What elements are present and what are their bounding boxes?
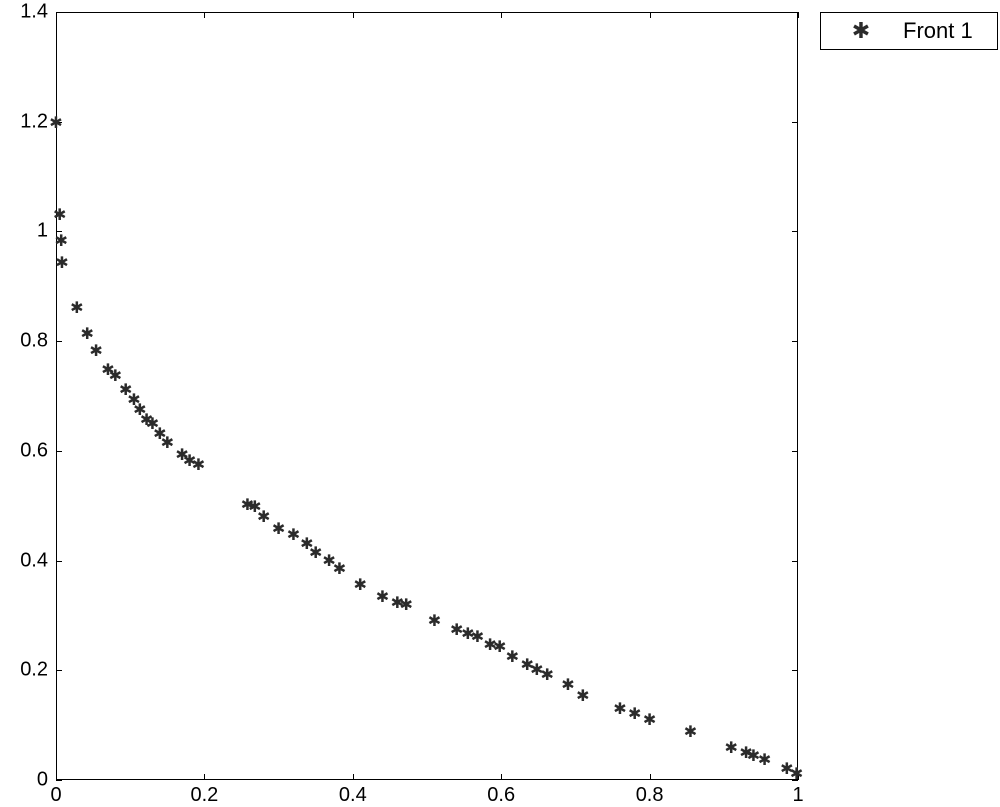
y-tick-mark-right [792,231,798,232]
data-point-marker: ✱ [561,678,574,694]
x-tick-mark-top [353,12,354,18]
y-tick-mark [56,670,62,671]
x-tick-label: 1 [792,784,803,807]
data-point-marker: ✱ [758,753,771,769]
legend-box: ✱ Front 1 [820,12,998,50]
axis-bottom [56,779,798,780]
data-point-marker: ✱ [257,510,270,526]
y-tick-mark-right [792,451,798,452]
y-tick-mark [56,451,62,452]
y-tick-mark [56,341,62,342]
x-tick-mark [501,774,502,780]
x-tick-label: 0.8 [636,784,664,807]
legend-marker-icon: ✱ [833,18,889,44]
x-tick-label: 0.4 [339,784,367,807]
data-point-marker: ✱ [49,116,62,132]
x-tick-mark-top [798,12,799,18]
x-tick-label: 0.2 [190,784,218,807]
data-point-marker: ✱ [506,650,519,666]
data-point-marker: ✱ [89,344,102,360]
x-tick-label: 0.6 [487,784,515,807]
data-point-marker: ✱ [471,630,484,646]
data-point-marker: ✱ [333,562,346,578]
x-tick-label: 0 [50,784,61,807]
data-point-marker: ✱ [287,528,300,544]
data-point-marker: ✱ [55,256,68,272]
axis-top [56,12,798,13]
chart-stage: ✱ Front 1 0 0.2 0.4 0.6 0.8 1 0 0.2 0.4 0.6 0.8 1 1.… [0,0,1000,806]
data-point-marker: ✱ [80,327,93,343]
y-tick-mark-right [792,670,798,671]
y-tick-mark [56,780,62,781]
y-tick-label: 0.8 [20,330,48,353]
y-tick-mark [56,12,62,13]
data-point-marker: ✱ [54,234,67,250]
y-tick-mark-right [792,12,798,13]
y-tick-label: 0 [37,769,48,792]
x-tick-mark-top [204,12,205,18]
data-point-marker: ✱ [376,590,389,606]
plot-area [56,12,798,780]
y-tick-mark [56,561,62,562]
data-point-marker: ✱ [643,713,656,729]
data-point-marker: ✱ [684,725,697,741]
data-point-marker: ✱ [628,707,641,723]
y-tick-label: 0.4 [20,549,48,572]
y-tick-mark-right [792,122,798,123]
data-point-marker: ✱ [613,702,626,718]
data-point-marker: ✱ [53,208,66,224]
data-point-marker: ✱ [400,598,413,614]
data-point-marker: ✱ [493,640,506,656]
data-point-marker: ✱ [354,578,367,594]
y-tick-mark-right [792,341,798,342]
x-tick-mark-top [650,12,651,18]
data-point-marker: ✱ [576,689,589,705]
x-tick-mark-top [501,12,502,18]
y-tick-label: 0.2 [20,659,48,682]
x-tick-mark [204,774,205,780]
y-tick-label: 0.6 [20,439,48,462]
data-point-marker: ✱ [192,458,205,474]
data-point-marker: ✱ [541,668,554,684]
data-point-marker: ✱ [272,522,285,538]
data-point-marker: ✱ [70,301,83,317]
data-point-marker: ✱ [309,546,322,562]
y-tick-mark [56,231,62,232]
y-tick-label: 1 [37,220,48,243]
data-point-marker: ✱ [428,614,441,630]
x-tick-mark [650,774,651,780]
data-point-marker: ✱ [790,767,803,783]
axis-right [797,12,798,780]
data-point-marker: ✱ [725,741,738,757]
y-tick-mark-right [792,561,798,562]
y-tick-label: 1.4 [20,1,48,24]
legend-label: Front 1 [889,18,973,44]
data-point-marker: ✱ [161,436,174,452]
x-tick-mark [353,774,354,780]
y-tick-label: 1.2 [20,110,48,133]
